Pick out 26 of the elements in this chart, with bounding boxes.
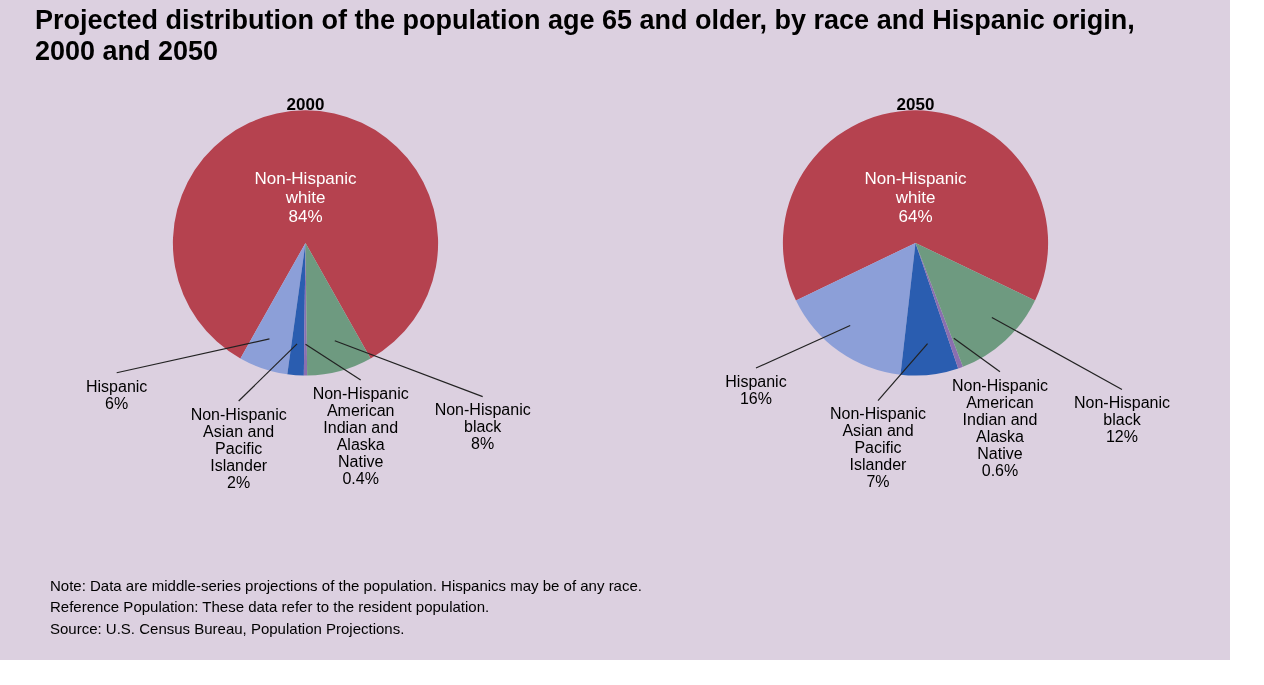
slice-label: Hispanic: [725, 372, 787, 390]
chart-title: 2000: [286, 94, 325, 114]
data-label: 0.4%: [342, 469, 379, 487]
slice-label: Non-Hispanic white: [864, 169, 968, 208]
slice-label: Hispanic: [86, 377, 148, 395]
chart-title: 2050: [896, 94, 935, 114]
data-label: 7%: [866, 473, 890, 491]
slice-label: Non-Hispanic American Indian and Alaska Native: [951, 376, 1049, 462]
slice-label: Non-Hispanic white: [254, 169, 358, 208]
data-label: 0.6%: [981, 461, 1019, 479]
data-label: 12%: [1105, 428, 1139, 446]
text: Projected distribution of the population age 65 and older, by race and Hispanic origin, 2000 and 2050: [35, 5, 1135, 67]
slice-label: Non-Hispanic American Indian and Alaska Native: [312, 384, 409, 470]
data-label: 84%: [288, 207, 323, 227]
slice-label: Non-Hispanic black: [434, 401, 531, 436]
slice-label: Non-Hispanic Asian and Pacific Islander: [829, 405, 927, 474]
source-note: Source: U.S. Census Bureau, Population Projections.: [50, 619, 405, 637]
slice-label: Non-Hispanic black: [1073, 394, 1171, 429]
slice-label: Non-Hispanic Asian and Pacific Islander: [190, 405, 287, 474]
data-label: 16%: [739, 389, 773, 407]
data-label: 8%: [471, 435, 495, 453]
text: Reference Population: These data refer to the resident population.: [50, 598, 490, 616]
data-label: 2%: [227, 473, 251, 491]
data-label: 64%: [898, 207, 933, 227]
data-label: 6%: [105, 394, 129, 412]
text: Note: Data are middle-series projections of the population. Hispanics may be of any race.: [50, 577, 642, 594]
